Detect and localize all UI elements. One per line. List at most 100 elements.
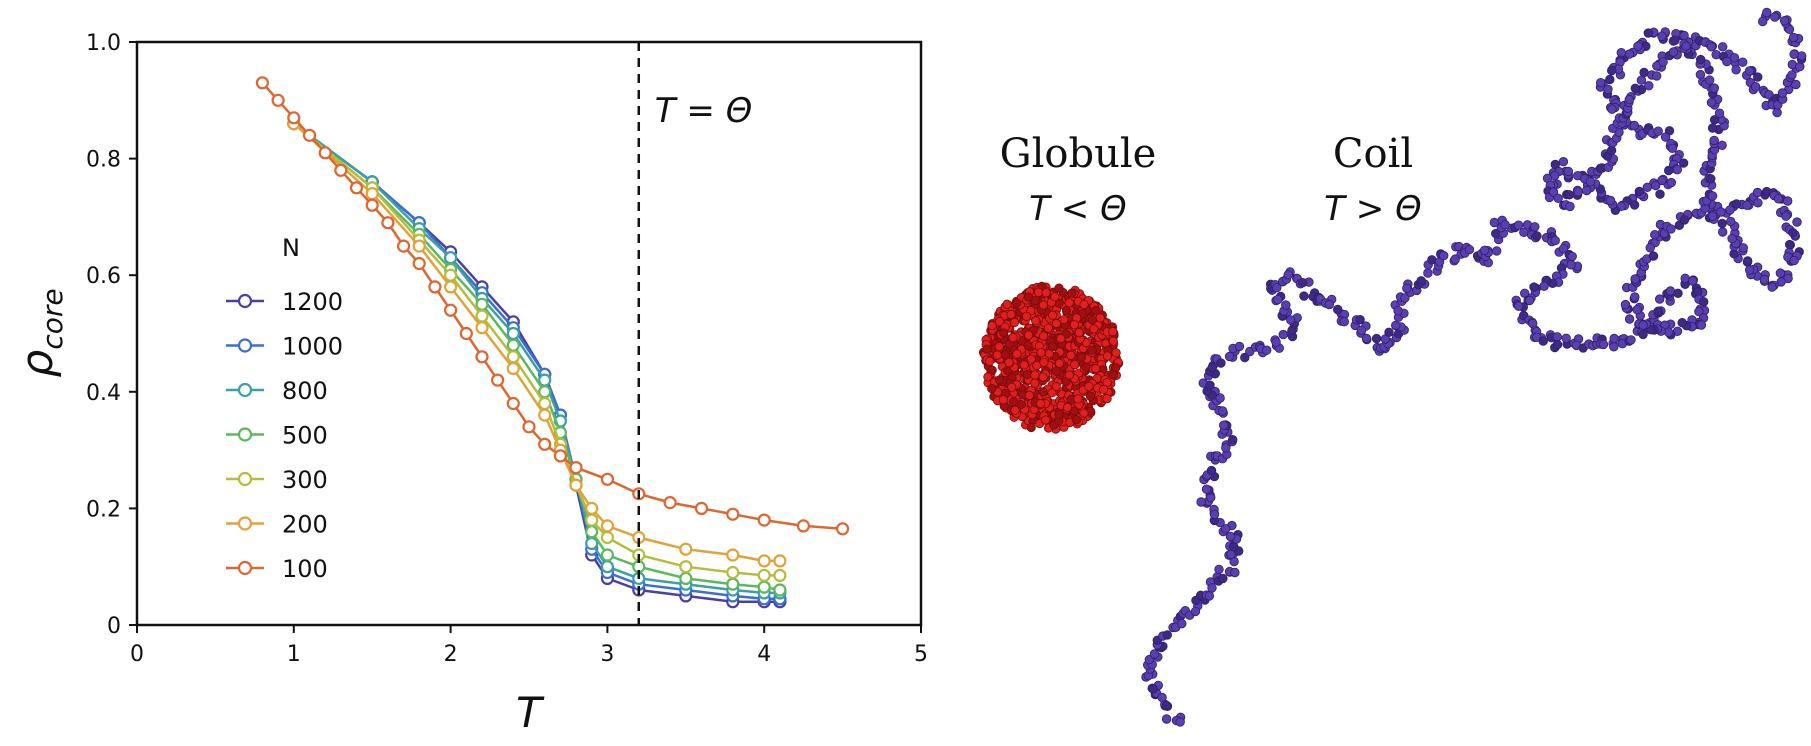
legend-marker [237,560,253,576]
series-layer [255,76,850,609]
legend-item: 800 [226,377,328,405]
data-point [428,280,442,294]
chart: T = Θ 0 1 2 3 4 5 0 0.2 0.4 0.6 0.8 1.0 T ρcore N … [12,31,928,737]
bead [1737,57,1748,67]
bead [1670,35,1680,46]
data-point [757,554,771,568]
x-tick-label: 2 [444,642,458,667]
bead [1564,190,1575,200]
bead [1061,305,1072,316]
bead [1645,243,1655,253]
bead [1361,333,1372,344]
bead [1108,336,1118,346]
data-point [663,496,677,510]
data-point [553,449,568,463]
bead [1624,94,1635,105]
bead [1630,274,1640,284]
bead [1642,182,1653,193]
bead [1066,350,1076,360]
data-point [757,580,771,594]
bead [1067,288,1077,298]
bead [1240,352,1250,363]
bead [1566,260,1576,270]
bead [1438,250,1449,261]
bead [1668,47,1679,57]
data-point [444,268,458,282]
bead [1091,364,1101,374]
bead [1285,315,1296,325]
bead [1048,342,1058,352]
legend-item: 200 [226,511,328,539]
bead [1678,158,1689,168]
data-point [365,198,379,212]
bead [1752,72,1763,82]
data-point [600,548,615,562]
bead [1051,381,1061,392]
bead [1629,120,1640,131]
data-point [679,542,693,556]
bead [984,356,995,366]
data-point [569,478,583,492]
bead [1787,70,1797,80]
bead [994,316,1005,326]
bead [1393,306,1403,316]
bead [1272,283,1282,293]
bead [1148,684,1158,694]
bead [1609,333,1619,344]
y-tick-label: 0 [107,614,121,639]
series-line [292,122,780,563]
data-point [412,239,426,253]
series-800 [287,116,787,600]
bead [1706,174,1716,184]
bead [1098,384,1109,394]
series-line [293,122,780,595]
data-point [444,251,458,265]
bead [1221,443,1231,453]
bead [1630,292,1640,302]
bead [1416,276,1426,286]
bead [1038,387,1048,397]
data-point [397,239,411,253]
bead [1725,205,1735,215]
x-axis-label: T [516,688,545,737]
data-point [475,350,489,364]
data-point [585,513,599,527]
bead [1660,132,1671,142]
bead [1162,630,1173,640]
bead [1059,314,1069,325]
bead [1513,301,1524,311]
data-point [475,321,489,335]
data-point [412,256,426,271]
bead [1673,288,1683,299]
bead [1777,88,1788,98]
bead [1775,268,1786,278]
bead [1087,315,1098,325]
bead [1085,391,1096,401]
bead [1706,42,1717,52]
x-tick-label: 5 [914,642,928,667]
bead [1624,49,1635,59]
data-point [679,571,693,586]
bead [1644,80,1654,91]
bead [1767,282,1777,292]
bead [1479,245,1490,256]
bead [1725,216,1736,227]
y-axis-label: ρcore [12,288,69,377]
legend-item: 1000 [226,333,343,361]
data-point [349,181,364,195]
data-point [600,472,615,486]
bead [1550,235,1560,246]
bead [1261,345,1272,355]
bead [1789,49,1799,60]
bead [1643,28,1654,38]
bead [1548,187,1559,197]
bead [1532,231,1542,241]
bead [1084,381,1094,391]
bead [1595,77,1606,88]
legend-item: 1200 [226,288,343,316]
bead [1638,320,1648,330]
data-point [773,568,787,583]
globule-condition: T < Θ [1029,189,1127,229]
bead [1629,200,1640,210]
bead [1770,12,1780,22]
